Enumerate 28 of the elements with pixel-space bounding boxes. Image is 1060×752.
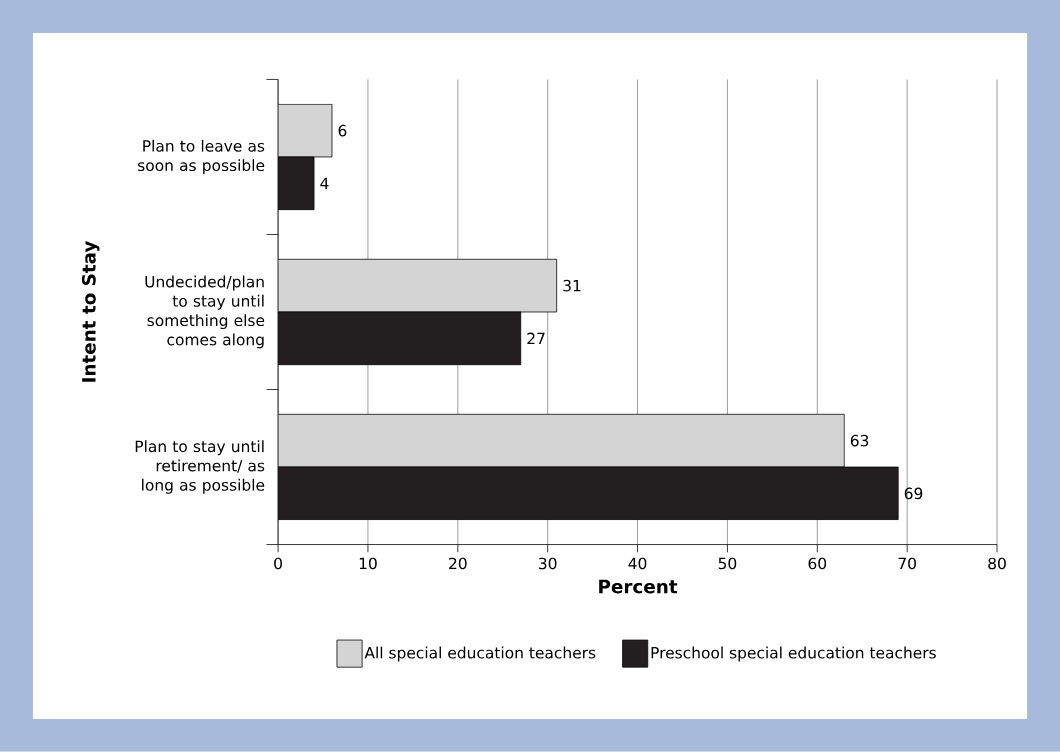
data-label: 27	[527, 332, 545, 345]
y-tick-label: Plan to stay until retirement/ as long as possible	[135, 440, 265, 494]
legend-label: All special education teachers	[364, 646, 596, 662]
data-label: 69	[904, 487, 923, 500]
bar	[278, 311, 522, 366]
data-label: 31	[563, 279, 581, 292]
x-tick-label: 80	[988, 557, 1006, 570]
bar	[278, 258, 558, 313]
y-tick-label: Undecided/plan to stay until something else comes along	[145, 275, 265, 349]
x-tick-label: 60	[808, 557, 827, 570]
data-label: 63	[850, 434, 869, 447]
x-tick-label: 40	[628, 557, 647, 570]
bar	[278, 466, 899, 521]
y-tick-label: Plan to leave as soon as possible	[138, 139, 265, 175]
bar	[278, 156, 315, 211]
x-tick-label: 30	[539, 557, 557, 570]
x-tick-label: 70	[898, 557, 916, 570]
x-tick-label: 10	[359, 557, 377, 570]
x-axis-title: Percent	[599, 579, 678, 594]
y-axis-title: Intent to Stay	[81, 240, 100, 382]
x-tick-label: 0	[274, 557, 282, 570]
bar	[278, 413, 845, 468]
x-tick-label: 50	[718, 557, 737, 570]
bar	[278, 103, 333, 158]
data-label: 6	[338, 124, 347, 137]
data-label: 4	[320, 177, 329, 190]
x-tick-label: 20	[449, 557, 467, 570]
legend-label: Preschool special education teachers	[651, 646, 936, 662]
